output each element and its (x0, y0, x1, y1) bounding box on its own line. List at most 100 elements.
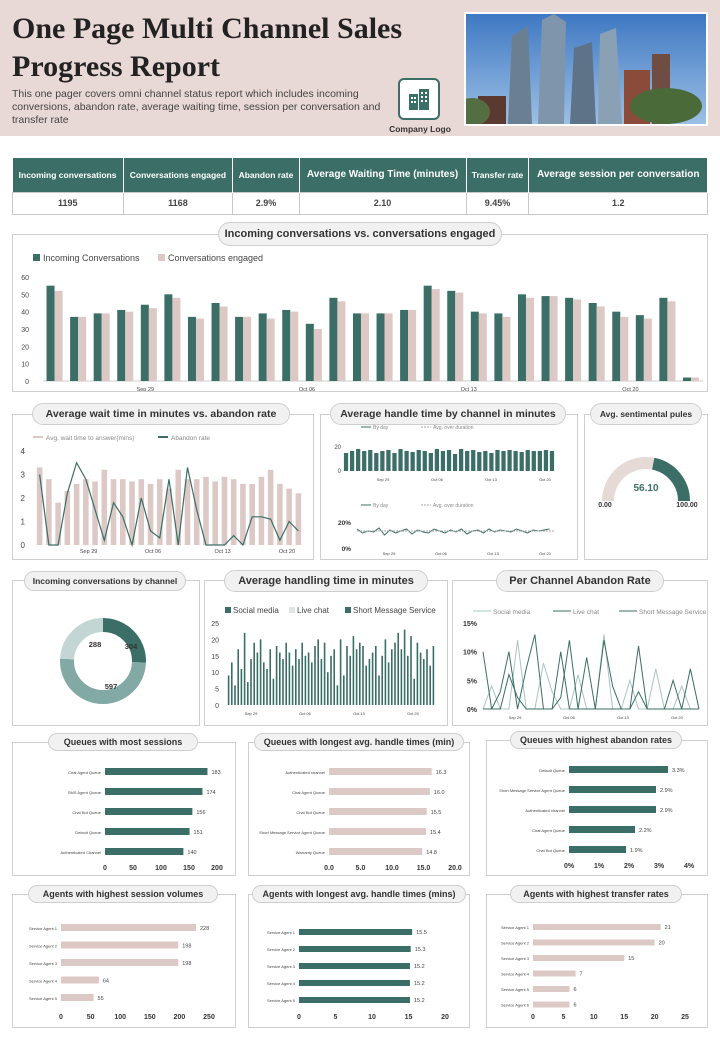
x-tick-label: 200 (211, 865, 223, 872)
bar-wait-time (156, 479, 163, 545)
bar-wait-time (295, 493, 302, 545)
bar-wait-time (267, 469, 274, 545)
bar-engaged (408, 309, 417, 381)
bar-category-label: Service Agent 6 (501, 1003, 530, 1008)
bar-incoming (46, 285, 55, 381)
bar-handle-day (410, 452, 415, 471)
bar-handle-day (513, 451, 518, 471)
legend-label-engaged: Conversations engaged (168, 253, 263, 263)
bar-handling-time (266, 668, 268, 705)
bar-handle-day (465, 451, 470, 471)
bar-handle-day (471, 450, 476, 471)
donut-label: 288 (89, 640, 102, 649)
bar-wait-time (55, 502, 61, 545)
bar-handling-time (387, 662, 390, 705)
bar-engaged (266, 318, 275, 381)
bar-handling-time (371, 652, 374, 705)
y-tick-label: 1 (21, 518, 26, 527)
y-tick-label: 0 (21, 541, 26, 550)
x-tick-label: Oct 13 (487, 551, 500, 556)
bar-handling-time (275, 645, 278, 705)
line-abandon-rate (39, 461, 299, 548)
bar-wait-time (83, 479, 89, 545)
bar-incoming (305, 323, 314, 381)
bar-incoming (494, 313, 503, 381)
bar-handling-time (288, 652, 291, 705)
kpi-header: Average Waiting Time (minutes) (299, 158, 467, 192)
y-tick-label: 0% (467, 707, 478, 714)
h-bar (329, 768, 432, 775)
bar-handle-day (489, 453, 494, 471)
q-sessions-chart: Chat Agent Queue 183 SMS Agent Queue 174 Cha… (61, 768, 223, 872)
x-tick-label: Sep 29 (509, 715, 522, 720)
x-tick-label: Oct 06 (299, 387, 315, 391)
kpi-value: 2.10 (298, 191, 467, 215)
legend-label: Short Message Service (353, 606, 436, 615)
bar-engaged (667, 301, 676, 381)
a-transfer-chart: Service Agent 1 21 Service Agent 2 20 Servic… (501, 924, 689, 1021)
x-tick-label: 0 (531, 1014, 535, 1021)
bar-engaged (290, 311, 299, 381)
wait-vs-abandon-chart: Avg. wait time to answer(mins) Abandon ra… (21, 435, 302, 555)
bar-incoming (235, 316, 244, 381)
legend-label: Social media (233, 606, 279, 615)
handle-by-channel-panel: By day Avg. over duration 20 0 Sep 29 Oct 06 O… (320, 414, 578, 560)
bar-handling-time (253, 642, 255, 705)
legend-label-incoming: Incoming Conversations (43, 253, 140, 263)
bar-value-label: 55 (98, 996, 104, 1002)
bar-handling-time (429, 665, 431, 705)
h-bar (533, 1001, 570, 1008)
bar-handling-time (240, 668, 243, 705)
bar-engaged (195, 318, 204, 381)
bar-handle-day (440, 451, 446, 471)
legend-label: Social media (493, 609, 531, 616)
city-skyline-photo (464, 12, 708, 126)
bar-value-label: 228 (200, 926, 209, 932)
bar-handling-time (304, 655, 307, 705)
x-tick-label: 15.0 (417, 865, 431, 872)
bar-handling-time (336, 685, 339, 705)
bar-category-label: Service Agent 1 (501, 925, 530, 930)
h-bar (61, 959, 179, 966)
bar-value-label: 3.3% (672, 768, 685, 774)
bar-incoming (400, 309, 409, 381)
bar-category-label: Service Agent 1 (29, 926, 58, 931)
bar-handling-time (403, 629, 406, 705)
legend-label-wait: Avg. wait time to answer(mins) (46, 435, 134, 442)
bar-value-label: 6 (573, 987, 576, 993)
x-tick-label: 0 (103, 865, 107, 872)
bar-handle-day (349, 451, 355, 471)
y-tick-label: 3 (21, 471, 26, 480)
bar-handling-time (391, 649, 393, 705)
kpi-value: 1168 (122, 191, 234, 215)
bar-value-label: 151 (194, 830, 203, 836)
bar-handle-day (537, 451, 542, 471)
bar-value-label: 15.2 (414, 964, 425, 970)
y-tick-label: 10 (211, 670, 219, 677)
bar-handling-time (381, 655, 383, 705)
x-tick-label: Oct 20 (279, 549, 295, 555)
x-tick-label: 100 (155, 865, 167, 872)
bar-handling-time (311, 662, 313, 705)
bar-value-label: 2.9% (660, 808, 673, 814)
h-bar (329, 828, 427, 835)
incoming-vs-engaged-panel: Incoming Conversations Conversations enga… (12, 234, 708, 393)
h-bar (105, 828, 190, 835)
bar-wait-time (184, 479, 191, 545)
x-tick-label: 100 (114, 1014, 126, 1021)
h-bar (533, 986, 570, 992)
bar-category-label: Service Agent 4 (29, 979, 58, 984)
bar-engaged (219, 306, 228, 381)
h-bar (569, 786, 656, 793)
bar-incoming (164, 294, 173, 381)
bar-category-label: Service Agent 4 (501, 972, 530, 977)
bar-handling-time (247, 682, 249, 705)
kpi-header: Conversations engaged (123, 158, 234, 192)
bar-value-label: 140 (187, 850, 196, 856)
bar-handling-time (234, 685, 236, 705)
x-tick-label: 5 (561, 1014, 565, 1021)
gauge-track (602, 457, 655, 502)
bar-value-label: 15.3 (415, 947, 426, 953)
bar-category-label: Chat Bot Queue (536, 848, 565, 853)
donut-label: 304 (125, 642, 138, 651)
